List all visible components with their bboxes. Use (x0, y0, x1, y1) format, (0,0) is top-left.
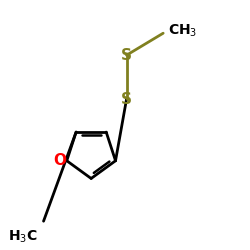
Text: O: O (53, 153, 66, 168)
Text: S: S (121, 48, 132, 63)
Text: H$_3$C: H$_3$C (8, 228, 38, 245)
Text: CH$_3$: CH$_3$ (168, 22, 197, 39)
Text: S: S (121, 92, 132, 106)
